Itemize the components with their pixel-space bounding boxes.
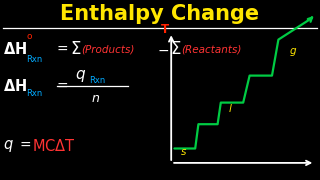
- Text: Enthalpy Change: Enthalpy Change: [60, 4, 260, 24]
- Text: MC$\Delta$T: MC$\Delta$T: [32, 138, 76, 154]
- Text: $n$: $n$: [91, 92, 100, 105]
- Text: Rxn: Rxn: [26, 89, 43, 98]
- Text: Rxn: Rxn: [26, 55, 43, 64]
- Text: =: =: [57, 79, 68, 93]
- Text: $q$: $q$: [3, 138, 14, 154]
- Text: $\mathbf{\Delta H}$: $\mathbf{\Delta H}$: [3, 78, 28, 94]
- Text: (Products): (Products): [82, 44, 135, 55]
- Text: =: =: [57, 42, 68, 57]
- Text: $q$: $q$: [75, 69, 86, 84]
- Text: o: o: [26, 32, 32, 41]
- Text: s: s: [181, 147, 187, 157]
- Text: g: g: [290, 46, 296, 56]
- Text: Rxn: Rxn: [90, 76, 106, 86]
- Text: $-$: $-$: [157, 42, 169, 57]
- Text: T: T: [161, 23, 169, 36]
- Text: $\Sigma$: $\Sigma$: [170, 40, 181, 58]
- Text: (Reactants): (Reactants): [181, 44, 242, 55]
- Text: $\Sigma$: $\Sigma$: [70, 40, 81, 58]
- Text: l: l: [229, 104, 232, 114]
- Text: $\mathbf{\Delta H}$: $\mathbf{\Delta H}$: [3, 42, 28, 57]
- Text: =: =: [19, 139, 31, 153]
